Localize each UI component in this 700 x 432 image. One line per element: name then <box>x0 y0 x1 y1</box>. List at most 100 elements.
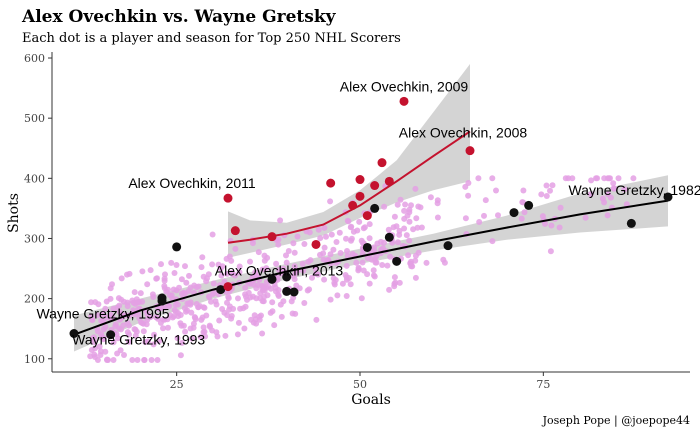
background-point <box>151 331 158 338</box>
background-point <box>481 212 487 219</box>
background-point <box>290 240 297 247</box>
background-point <box>309 274 315 281</box>
background-point <box>172 301 179 308</box>
background-point <box>206 293 212 300</box>
background-point <box>391 213 398 220</box>
gretzky-point <box>370 203 380 213</box>
background-point <box>361 224 368 231</box>
background-point <box>170 313 177 320</box>
annotation-label: Alex Ovechkin, 2013 <box>215 263 344 279</box>
ovechkin-point <box>370 181 380 191</box>
background-point <box>402 201 409 208</box>
background-point <box>213 301 220 308</box>
background-point <box>343 293 350 299</box>
background-point <box>315 226 322 233</box>
gretzky-point <box>106 330 116 340</box>
gretzky-point <box>216 285 226 295</box>
background-point <box>607 175 613 182</box>
background-point <box>166 303 173 310</box>
background-point <box>482 197 489 204</box>
annotation-label: Alex Ovechkin, 2009 <box>340 78 469 94</box>
background-point <box>182 263 188 270</box>
background-point <box>371 256 378 263</box>
background-point <box>102 348 109 355</box>
background-point <box>519 199 526 206</box>
background-point <box>189 335 195 342</box>
background-point <box>374 240 381 247</box>
background-point <box>549 182 556 189</box>
background-point <box>126 270 133 277</box>
background-point <box>116 325 123 332</box>
background-point <box>393 223 400 230</box>
gretzky-point <box>524 200 534 210</box>
background-point <box>190 324 197 331</box>
background-point <box>203 278 210 285</box>
background-point <box>321 244 328 251</box>
background-point <box>269 299 276 306</box>
background-point <box>417 204 424 211</box>
background-point <box>110 357 117 363</box>
background-point <box>242 284 249 291</box>
y-tick-label: 100 <box>24 353 45 366</box>
background-point <box>92 299 99 306</box>
chart-title: Alex Ovechkin vs. Wayne Gretsky <box>21 7 337 27</box>
background-point <box>209 231 216 238</box>
gretzky-point <box>362 242 372 252</box>
background-point <box>261 252 268 259</box>
background-point <box>224 299 230 306</box>
background-point <box>222 332 229 339</box>
background-point <box>403 232 410 239</box>
background-point <box>489 238 496 245</box>
ovechkin-point <box>223 282 233 292</box>
background-point <box>160 325 166 332</box>
background-point <box>371 247 378 254</box>
background-point <box>427 194 434 201</box>
background-point <box>434 197 441 204</box>
background-point <box>557 204 564 211</box>
background-point <box>96 343 103 350</box>
background-point <box>195 283 202 290</box>
gretzky-point <box>267 274 277 284</box>
background-point <box>323 233 329 240</box>
background-point <box>476 219 483 225</box>
background-point <box>232 245 239 252</box>
background-point <box>224 270 231 277</box>
background-point <box>176 284 182 291</box>
background-point <box>359 259 366 266</box>
background-point <box>543 193 550 199</box>
background-point <box>124 329 131 336</box>
background-point <box>333 239 340 245</box>
background-point <box>136 315 143 322</box>
background-point <box>370 267 377 274</box>
background-point <box>413 215 420 222</box>
background-point <box>218 272 225 279</box>
background-point <box>364 255 371 262</box>
ovechkin-point <box>267 232 277 242</box>
background-point <box>259 330 266 337</box>
background-point <box>327 251 334 258</box>
background-point <box>253 320 260 327</box>
background-point <box>186 272 192 279</box>
background-point <box>243 293 249 300</box>
background-point <box>148 357 155 363</box>
background-point <box>380 245 386 252</box>
background-point <box>621 186 628 193</box>
background-point <box>235 295 241 302</box>
background-point <box>183 279 190 286</box>
background-point <box>434 214 441 221</box>
background-point <box>280 265 287 272</box>
background-point <box>358 295 365 302</box>
background-point <box>330 246 337 253</box>
background-point <box>321 224 328 231</box>
background-point <box>278 313 285 320</box>
annotation-label: Wayne Gretzky, 1993 <box>72 332 205 348</box>
background-point <box>118 275 125 282</box>
ovechkin-point <box>362 211 372 221</box>
background-point <box>594 175 601 182</box>
background-point <box>158 304 165 311</box>
background-point <box>225 293 232 300</box>
background-point <box>247 258 253 265</box>
y-tick-label: 600 <box>24 52 45 65</box>
background-point <box>137 290 144 297</box>
background-point <box>150 294 157 300</box>
